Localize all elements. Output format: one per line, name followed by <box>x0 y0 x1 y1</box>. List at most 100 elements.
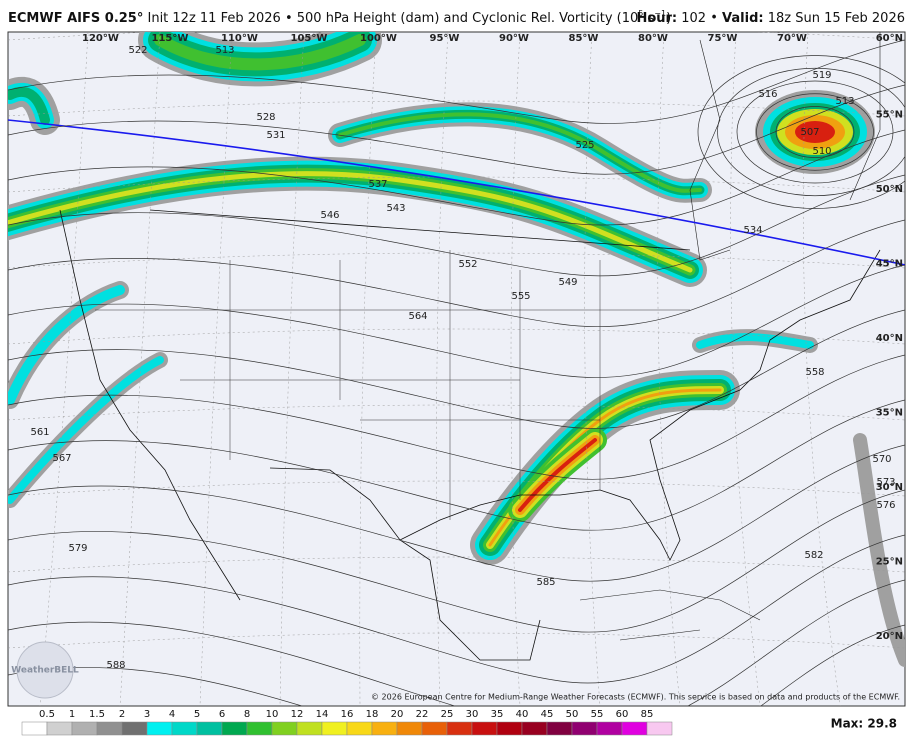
contour-label: 546 <box>320 210 339 221</box>
height-contour <box>8 309 905 429</box>
height-contour <box>697 55 905 209</box>
border <box>689 32 881 261</box>
contour-label: 579 <box>68 543 87 554</box>
vorticity-band <box>154 34 366 71</box>
colorbar-box <box>596 721 623 736</box>
longitude-label: 85°W <box>569 33 599 44</box>
vorticity-max <box>795 121 835 143</box>
longitude-label: 75°W <box>708 33 738 44</box>
colorbar-box <box>271 721 298 736</box>
colorbar-label: 30 <box>466 709 479 720</box>
copyright: © 2026 European Centre for Medium-Range … <box>371 693 900 702</box>
vorticity-band <box>696 333 814 349</box>
latitude-label: 30°N <box>876 482 903 493</box>
longitude-label: 80°W <box>638 33 668 44</box>
colorbar-box <box>471 721 498 736</box>
colorbar-box <box>146 721 173 736</box>
colorbar-box <box>46 721 73 736</box>
colorbar-label: 12 <box>291 709 304 720</box>
colorbar-box <box>646 721 673 736</box>
longitude-label: 115°W <box>152 33 189 44</box>
colorbar-box <box>221 721 248 736</box>
meridian <box>730 32 761 706</box>
colorbar-label: 1.5 <box>89 709 105 720</box>
contour-label: 570 <box>872 454 891 465</box>
height-contour <box>756 93 874 171</box>
border <box>579 589 761 641</box>
colorbar-box <box>621 721 648 736</box>
colorbar-label: 4 <box>169 709 175 720</box>
vorticity-band <box>8 86 50 125</box>
latitude-label: 55°N <box>876 110 903 121</box>
height-contour <box>736 80 894 184</box>
colorbar-label: 2 <box>119 709 125 720</box>
colorbar-label: 20 <box>391 709 404 720</box>
colorbar-box <box>571 721 598 736</box>
colorbar-label: 3 <box>144 709 150 720</box>
height-contour <box>8 129 905 226</box>
colorbar-label: 5 <box>194 709 200 720</box>
colorbar-box <box>421 721 448 736</box>
vorticity-band <box>338 112 702 193</box>
longitude-label: 100°W <box>360 33 397 44</box>
vorticity-band <box>518 438 597 512</box>
latitude-label: 40°N <box>876 333 903 344</box>
colorbar-label: 6 <box>219 709 225 720</box>
latitude-label: 20°N <box>876 631 903 642</box>
colorbar-label: 10 <box>266 709 279 720</box>
contour-label: 555 <box>511 291 530 302</box>
contour-label: 549 <box>558 277 577 288</box>
longitude-label: 110°W <box>221 33 258 44</box>
contour-label: 522 <box>128 45 147 56</box>
map-labels: 513 522 519 516 513 507 510 528 531 537 … <box>30 33 903 671</box>
colorbar: 0.5 1 1.5 2 3 4 5 6 8 10 12 14 16 18 20 22 25 30 35 40 45 50 5… <box>21 709 673 736</box>
contour-label: 558 <box>805 367 824 378</box>
longitude-label: 90°W <box>499 33 529 44</box>
logo-circle <box>16 641 74 699</box>
height-contour <box>8 39 905 124</box>
colorbar-label: 85 <box>641 709 654 720</box>
colorbar-label: 25 <box>441 709 454 720</box>
colorbar-box <box>446 721 473 736</box>
colorbar-box <box>521 721 548 736</box>
colorbar-box <box>346 721 373 736</box>
logo: WeatherBELL <box>11 641 79 699</box>
contour-label: 531 <box>266 130 285 141</box>
height-contour <box>8 354 905 480</box>
colorbar-box <box>171 721 198 736</box>
colorbar-label: 22 <box>416 709 429 720</box>
header-left: ECMWF AIFS 0.25° Init 12z 11 Feb 2026 • … <box>8 9 671 26</box>
contour-label: 525 <box>575 140 594 151</box>
height-contour <box>8 399 905 531</box>
height-contour <box>8 219 905 328</box>
colorbar-label: 14 <box>316 709 329 720</box>
contour-label: 519 <box>812 70 831 81</box>
contour-label: 528 <box>256 112 275 123</box>
colorbar-label: 18 <box>366 709 379 720</box>
height-contour <box>8 624 905 706</box>
logo-text: WeatherBELL <box>11 666 79 676</box>
header-right: Hour: 102 • Valid: 18z Sun 15 Feb 2026 <box>636 11 905 26</box>
vorticity-band <box>8 285 125 405</box>
colorbar-label: 16 <box>341 709 354 720</box>
height-contour <box>8 534 905 684</box>
colorbar-label: 8 <box>244 709 250 720</box>
latitude-label: 50°N <box>876 184 903 195</box>
height-contour <box>775 106 855 158</box>
contour-label: 576 <box>876 500 895 511</box>
contour-label: 513 <box>835 96 854 107</box>
border <box>8 119 905 266</box>
contour-label: 588 <box>106 660 125 671</box>
longitude-label: 70°W <box>777 33 807 44</box>
longitude-label: 95°W <box>430 33 460 44</box>
height-contour <box>8 264 905 378</box>
contour-label: 534 <box>743 225 762 236</box>
latitude-label: 60°N <box>876 33 903 44</box>
contour-label: 537 <box>368 179 387 190</box>
colorbar-label: 35 <box>491 709 504 720</box>
contour-label: 582 <box>804 550 823 561</box>
latitude-label: 25°N <box>876 557 903 568</box>
latitude-label: 35°N <box>876 408 903 419</box>
contour-label: 567 <box>52 453 71 464</box>
colorbar-box <box>196 721 223 736</box>
